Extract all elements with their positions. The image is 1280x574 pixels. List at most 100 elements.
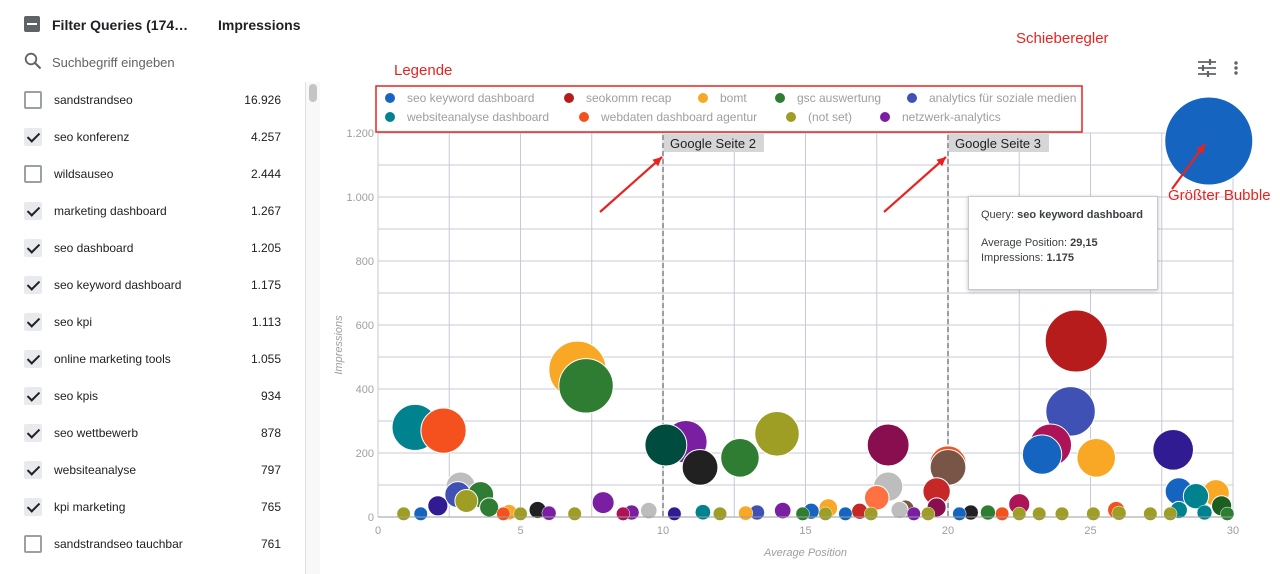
bubble-point[interactable] — [1054, 506, 1070, 521]
checkbox-checked[interactable] — [24, 239, 42, 257]
query-row[interactable]: sandstrandseo 16.926 — [0, 82, 305, 119]
bubble-point[interactable] — [1163, 506, 1178, 521]
bubble-point[interactable] — [567, 506, 582, 521]
checkbox-checked[interactable] — [24, 498, 42, 516]
bubble-point[interactable] — [738, 505, 754, 521]
bubble-point[interactable] — [863, 485, 890, 511]
query-row[interactable]: seo dashboard 1.205 — [0, 230, 305, 267]
query-row[interactable]: seo kpi 1.113 — [0, 304, 305, 341]
bubble-point[interactable] — [681, 449, 719, 486]
query-row[interactable]: websiteanalyse 797 — [0, 452, 305, 489]
tune-icon[interactable] — [1196, 58, 1218, 78]
bubble-point[interactable] — [496, 506, 511, 521]
bubble-point[interactable] — [1076, 438, 1116, 478]
query-row[interactable]: kpi marketing 765 — [0, 489, 305, 526]
bubble-point[interactable] — [1044, 309, 1108, 373]
bubble-point[interactable] — [754, 411, 800, 457]
bubble-point[interactable] — [1021, 434, 1063, 475]
legend-entry[interactable]: analytics für soziale medien — [929, 91, 1076, 105]
checkbox-checked[interactable] — [24, 128, 42, 146]
bubble-point[interactable] — [921, 506, 936, 521]
query-label: wildsauseo — [54, 167, 114, 181]
bubble-point[interactable] — [818, 506, 833, 521]
bubble-point[interactable] — [1220, 506, 1235, 521]
bubble-point[interactable] — [866, 423, 910, 467]
query-label: sandstrandseo tauchbar — [54, 537, 183, 551]
bubble-point[interactable] — [980, 504, 996, 521]
checkbox-checked[interactable] — [24, 202, 42, 220]
bubble-point[interactable] — [616, 506, 631, 521]
legend-entry[interactable]: seo keyword dashboard — [407, 91, 534, 105]
collapse-icon[interactable] — [24, 16, 40, 32]
query-row[interactable]: seo wettbewerb 878 — [0, 415, 305, 452]
scrollbar-thumb[interactable] — [309, 84, 317, 102]
metric-column-header[interactable]: Impressions — [218, 17, 301, 33]
bubble-point[interactable] — [1152, 428, 1194, 471]
bubble-point[interactable] — [1111, 505, 1127, 521]
bubble-point[interactable] — [864, 506, 879, 521]
checkbox-unchecked[interactable] — [24, 165, 42, 183]
bubble-point[interactable] — [413, 506, 428, 521]
checkbox-checked[interactable] — [24, 461, 42, 479]
query-row[interactable]: seo kpis 934 — [0, 378, 305, 415]
bubble-point[interactable] — [667, 506, 682, 521]
legend-entry[interactable]: gsc auswertung — [797, 91, 881, 105]
bubble-point[interactable] — [454, 489, 479, 513]
bubble-point[interactable] — [420, 407, 467, 454]
bubble-point[interactable] — [1143, 506, 1158, 521]
query-impressions: 765 — [260, 500, 281, 514]
bubble-point[interactable] — [1182, 483, 1210, 510]
checkbox-checked[interactable] — [24, 424, 42, 442]
legend-entry[interactable]: websiteanalyse dashboard — [406, 110, 549, 124]
bubble-point[interactable] — [720, 438, 760, 478]
bubble-point[interactable] — [541, 505, 557, 521]
bubble-point[interactable] — [995, 506, 1010, 521]
query-label: sandstrandseo — [54, 93, 133, 107]
legend-entry[interactable]: webdaten dashboard agentur — [600, 110, 757, 124]
bubble-point[interactable] — [644, 423, 688, 467]
checkbox-checked[interactable] — [24, 313, 42, 331]
legend-entry[interactable]: bomt — [720, 91, 747, 105]
query-row[interactable]: seo konferenz 4.257 — [0, 119, 305, 156]
query-row[interactable]: marketing dashboard 1.267 — [0, 193, 305, 230]
scrollbar-track[interactable] — [306, 82, 320, 574]
bubble-point[interactable] — [427, 495, 449, 517]
query-label: seo keyword dashboard — [54, 278, 182, 292]
bubble-chart: Google Seite 2 Google Seite 3 0 5 10 15 20 25 3… — [333, 85, 1254, 559]
bubble-point[interactable] — [479, 497, 500, 518]
bubble-point[interactable] — [1164, 96, 1254, 186]
bubble-point[interactable] — [952, 506, 967, 521]
bubble-point[interactable] — [838, 506, 853, 521]
legend-entry[interactable]: seokomm recap — [586, 91, 672, 105]
bubble-point[interactable] — [1032, 506, 1047, 521]
checkbox-checked[interactable] — [24, 276, 42, 294]
query-row[interactable]: online marketing tools 1.055 — [0, 341, 305, 378]
checkbox-checked[interactable] — [24, 350, 42, 368]
bubble-point[interactable] — [1012, 506, 1027, 521]
bubble-point[interactable] — [695, 504, 711, 521]
query-row[interactable]: wildsauseo 2.444 — [0, 156, 305, 193]
bubble-point[interactable] — [712, 506, 728, 521]
bubble-point[interactable] — [558, 358, 614, 414]
bubble-point[interactable] — [639, 501, 658, 520]
bubble-point[interactable] — [795, 506, 810, 521]
bubble-point[interactable] — [1086, 506, 1101, 521]
bubble-point[interactable] — [890, 500, 909, 520]
bubble-point[interactable] — [396, 506, 411, 521]
checkbox-unchecked[interactable] — [24, 535, 42, 553]
checkbox-unchecked[interactable] — [24, 91, 42, 109]
bubble-point[interactable] — [1045, 386, 1096, 437]
legend-entry[interactable]: netzwerk-analytics — [902, 110, 1001, 124]
bubble-point[interactable] — [591, 491, 615, 515]
more-vert-icon[interactable] — [1229, 58, 1243, 78]
bubble-point[interactable] — [773, 501, 792, 520]
query-label: seo dashboard — [54, 241, 134, 255]
checkbox-checked[interactable] — [24, 387, 42, 405]
query-row[interactable]: seo keyword dashboard 1.175 — [0, 267, 305, 304]
bubble-point[interactable] — [1196, 504, 1213, 521]
query-row[interactable]: sandstrandseo tauchbar 761 — [0, 526, 305, 563]
bubble-point[interactable] — [906, 506, 921, 521]
bubble-point[interactable] — [513, 506, 528, 521]
search-input[interactable] — [52, 53, 292, 71]
legend-entry[interactable]: (not set) — [808, 110, 852, 124]
